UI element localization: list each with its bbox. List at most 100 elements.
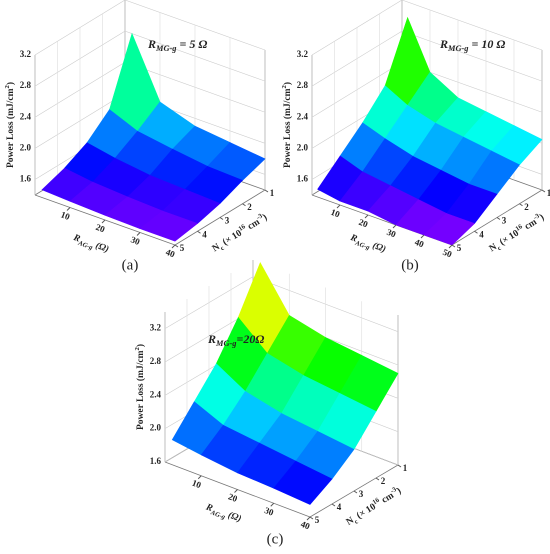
y-tick — [264, 189, 269, 193]
y-axis-title-part: 16 — [237, 223, 247, 233]
annotation-part: MG-g — [215, 339, 236, 348]
y-tick — [397, 464, 402, 468]
y-tick — [309, 516, 314, 520]
y-axis-title-part: -3 — [532, 212, 541, 221]
y-axis-title-part: ) — [395, 486, 404, 497]
y-tick-label: 4 — [202, 229, 207, 239]
annotation-part: R — [147, 37, 156, 51]
y-tick-label: 5 — [180, 243, 185, 253]
y-tick — [519, 203, 523, 207]
y-tick — [242, 203, 246, 207]
x-tick-label: 40 — [299, 519, 311, 532]
y-tick — [375, 477, 380, 481]
y-tick — [496, 217, 501, 220]
x-tick — [306, 516, 311, 521]
x-tick — [101, 219, 106, 224]
z-axis-title-part: 2 — [4, 84, 11, 88]
x-tick-label: 20 — [357, 217, 369, 230]
surface-cell — [273, 460, 333, 505]
grid-line — [401, 0, 543, 51]
z-axis-title: Power Loss (mJ/cm2) — [281, 82, 293, 168]
x-axis-title: RAG-g (Ω) — [347, 232, 387, 257]
x-tick — [336, 204, 341, 209]
x-axis-title-part: (Ω) — [224, 509, 243, 525]
x-axis-title-part: (Ω) — [92, 239, 111, 255]
z-tick-label: 2.8 — [297, 80, 309, 90]
x-axis-title-part: (Ω) — [369, 239, 388, 255]
z-axis-title: Power Loss (mJ/cm2) — [4, 82, 16, 168]
x-axis-title-part: R — [71, 233, 81, 245]
x-tick — [364, 214, 369, 219]
x-axis-title-part: AG-g — [76, 240, 94, 252]
x-tick-label: 20 — [94, 222, 106, 235]
y-tick-label: 3 — [225, 216, 230, 226]
z-axis-title-part: 2 — [134, 346, 141, 350]
x-tick-label: 50 — [441, 247, 453, 260]
panel-label: (b) — [401, 257, 419, 273]
y-axis-title-part: 16 — [514, 223, 524, 233]
y-tick — [197, 230, 201, 234]
z-tick-label: 2.8 — [20, 80, 32, 90]
annotation-part: MG-g — [447, 44, 468, 53]
y-tick-label: 3 — [359, 489, 364, 499]
y-tick — [451, 244, 456, 248]
y-tick-label: 1 — [403, 463, 408, 473]
z-axis-title-part: ) — [135, 344, 146, 347]
y-tick-label: 5 — [457, 243, 462, 253]
y-axis-title-part: c — [219, 245, 225, 253]
x-axis-title-part: R — [348, 233, 358, 245]
y-axis-title-part: ) — [261, 212, 270, 223]
annotation: RMG-g = 10 Ω — [439, 37, 505, 54]
panel-label: (a) — [122, 257, 139, 273]
y-tick-label: 1 — [547, 188, 550, 198]
x-axis-title-part: R — [203, 502, 213, 514]
x-tick-label: 30 — [129, 234, 141, 247]
z-tick-label: 2.8 — [150, 356, 162, 366]
y-tick-label: 5 — [315, 515, 320, 525]
x-tick — [448, 244, 453, 249]
panel-label: (c) — [267, 531, 284, 547]
z-axis-title-part: Power Loss (mJ/cm — [135, 350, 146, 430]
x-tick-label: 10 — [191, 478, 203, 491]
y-tick-label: 1 — [270, 188, 275, 198]
y-tick — [174, 244, 179, 248]
annotation-part: = 5 Ω — [177, 37, 208, 51]
x-tick — [420, 234, 425, 239]
x-axis-title: RAG-g (Ω) — [203, 501, 243, 526]
z-axis-title-part: ) — [5, 82, 16, 85]
annotation-part: = 10 Ω — [469, 37, 506, 51]
z-axis-title: Power Loss (mJ/cm2) — [134, 344, 146, 430]
z-axis-title-part: Power Loss (mJ/cm — [5, 88, 16, 168]
x-tick-label: 30 — [263, 505, 275, 518]
x-tick — [270, 502, 275, 507]
y-tick — [331, 503, 336, 507]
y-tick — [219, 217, 224, 220]
x-tick-label: 30 — [385, 227, 397, 240]
x-axis-title-part: AG-g — [353, 240, 371, 252]
x-tick-label: 10 — [329, 207, 341, 220]
z-axis-title-part: Power Loss (mJ/cm — [282, 88, 293, 168]
y-axis-title-part: c — [353, 518, 359, 526]
z-tick-label: 2.0 — [20, 142, 32, 152]
y-tick-label: 4 — [337, 502, 342, 512]
z-tick-label: 2.4 — [150, 389, 162, 399]
z-tick-label: 2.0 — [150, 423, 162, 433]
x-tick-label: 20 — [227, 491, 239, 504]
y-tick-label: 2 — [524, 202, 529, 212]
z-axis-title-part: ) — [282, 82, 293, 85]
x-tick — [171, 244, 176, 249]
x-axis-title: RAG-g (Ω) — [70, 232, 110, 257]
y-tick-label: 2 — [247, 202, 252, 212]
z-tick-label: 1.6 — [20, 174, 32, 184]
z-tick-label: 3.2 — [297, 49, 309, 59]
x-tick-label: 40 — [413, 237, 425, 250]
y-axis-title-part: ) — [538, 212, 547, 223]
z-tick-label: 2.4 — [297, 111, 309, 121]
x-tick-label: 10 — [59, 209, 71, 222]
y-tick-label: 3 — [502, 216, 507, 226]
x-tick — [136, 232, 141, 236]
annotation-part: =20Ω — [237, 332, 265, 346]
grid-line — [401, 30, 543, 82]
